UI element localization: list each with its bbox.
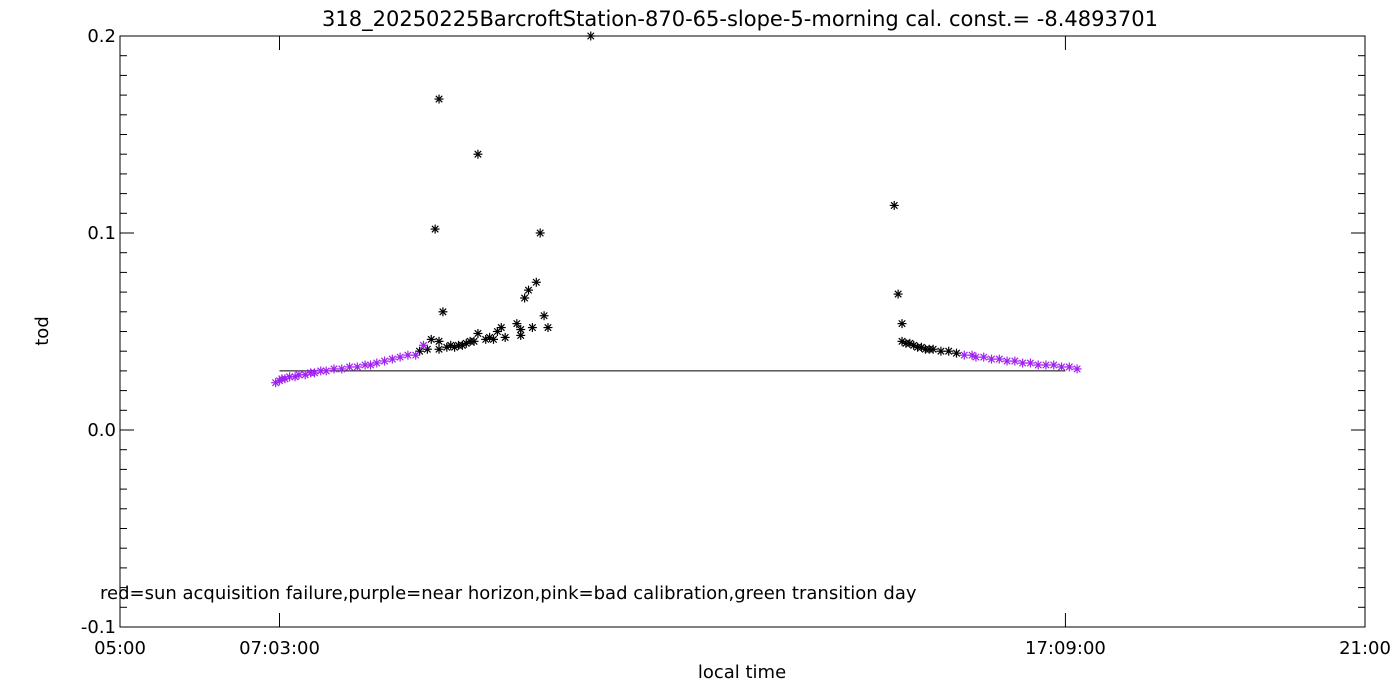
data-point (987, 354, 996, 364)
x-tick-label: 17:09:00 (1025, 638, 1106, 659)
y-axis-label: tod (32, 316, 53, 346)
x-tick-label: 21:00 (1339, 638, 1391, 659)
data-point (994, 354, 1004, 364)
data-point (897, 319, 907, 329)
x-tick-label: 07:03:00 (239, 638, 320, 659)
data-point (434, 94, 444, 104)
data-point (586, 31, 596, 41)
data-point (422, 344, 432, 354)
data-point (496, 323, 506, 333)
data-point (889, 200, 899, 210)
data-point (329, 364, 339, 374)
data-point (539, 311, 549, 321)
chart-title: 318_20250225BarcroftStation-870-65-slope… (322, 7, 1158, 32)
data-point (971, 352, 981, 362)
data-point (411, 350, 421, 360)
data-point (893, 289, 903, 299)
data-point (936, 346, 946, 356)
data-points (271, 31, 1082, 388)
data-point (543, 323, 553, 333)
data-point (345, 362, 355, 372)
data-point (395, 352, 405, 362)
data-point (1002, 356, 1012, 366)
data-point (352, 362, 362, 372)
x-tick-label: 05:00 (94, 638, 146, 659)
axis-ticks (119, 35, 1366, 628)
data-point (434, 344, 444, 354)
data-point (446, 340, 456, 350)
data-point (520, 293, 530, 303)
data-point (1018, 358, 1028, 368)
data-point (500, 332, 510, 342)
data-point (337, 364, 347, 374)
data-point (403, 350, 413, 360)
data-point (387, 354, 397, 364)
y-tick-label: 0.0 (87, 420, 116, 441)
data-point (1072, 364, 1082, 374)
data-point (959, 350, 969, 360)
data-point (531, 277, 541, 287)
data-point (535, 228, 545, 238)
data-point (1049, 360, 1059, 370)
data-point (524, 285, 534, 295)
data-point (434, 336, 444, 346)
data-point (473, 149, 483, 159)
data-point (489, 334, 498, 344)
data-point (430, 224, 440, 234)
data-point (321, 366, 331, 376)
data-point (979, 352, 989, 362)
data-point (928, 344, 938, 354)
data-point (426, 334, 436, 344)
y-tick-label: -0.1 (81, 617, 116, 638)
data-point (1041, 360, 1051, 370)
data-point (1010, 356, 1020, 366)
x-axis-label: local time (698, 662, 786, 683)
data-point (372, 358, 382, 368)
data-point (1057, 362, 1067, 372)
data-point (1064, 362, 1074, 372)
data-point (516, 325, 526, 335)
y-tick-label: 0.2 (87, 26, 116, 47)
data-point (1033, 360, 1043, 370)
data-point (380, 356, 390, 366)
data-point (418, 340, 428, 350)
data-point (438, 307, 448, 317)
data-point (469, 336, 479, 346)
legend-annotation: red=sun acquisition failure,purple=near … (100, 583, 917, 604)
tick-labels: -0.1 0.0 0.1 0.2 05:00 07:03:00 17:09:00 21:00 (81, 26, 1391, 659)
data-point (473, 328, 483, 338)
data-point (527, 323, 537, 333)
data-point (905, 338, 915, 348)
data-point (1025, 358, 1035, 368)
data-point (951, 348, 961, 358)
data-point (366, 360, 376, 370)
data-point (944, 346, 954, 356)
data-point (310, 368, 320, 378)
y-tick-label: 0.1 (87, 223, 116, 244)
plot-frame (119, 35, 1366, 628)
data-point (512, 319, 522, 329)
